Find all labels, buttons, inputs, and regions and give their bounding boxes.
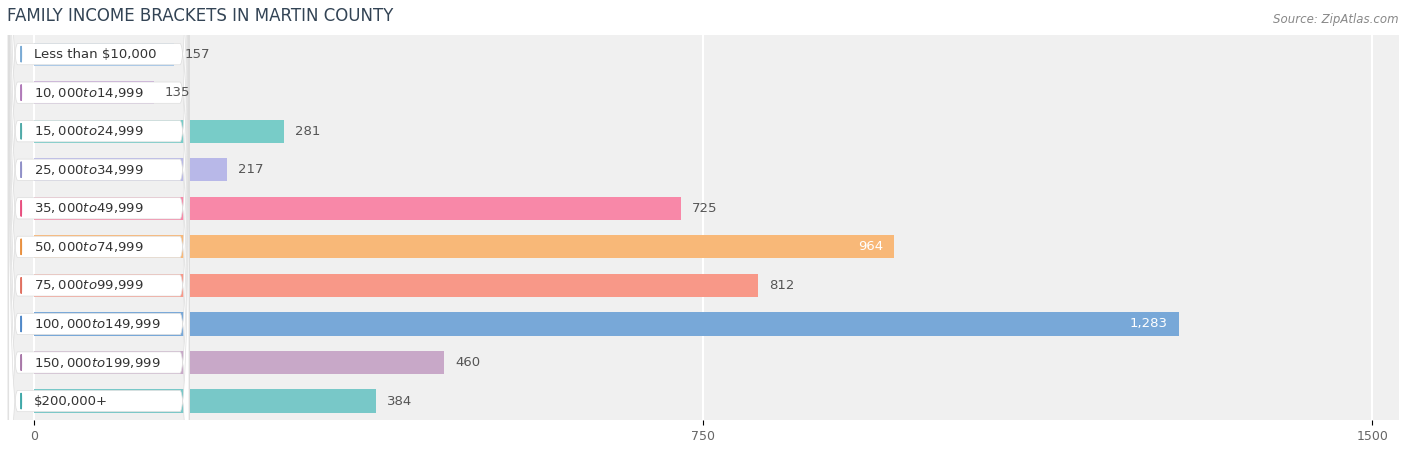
Bar	[34, 43, 174, 66]
Bar	[7, 266, 1399, 305]
Text: 460: 460	[456, 356, 479, 369]
FancyBboxPatch shape	[8, 0, 188, 450]
Text: 217: 217	[238, 163, 263, 176]
Text: 812: 812	[769, 279, 794, 292]
Bar	[7, 150, 1399, 189]
Text: $15,000 to $24,999: $15,000 to $24,999	[34, 124, 143, 138]
FancyBboxPatch shape	[8, 0, 188, 450]
Bar	[34, 351, 444, 374]
Text: $10,000 to $14,999: $10,000 to $14,999	[34, 86, 143, 99]
FancyBboxPatch shape	[8, 0, 188, 450]
Text: $35,000 to $49,999: $35,000 to $49,999	[34, 201, 143, 215]
Text: $100,000 to $149,999: $100,000 to $149,999	[34, 317, 160, 331]
Bar	[34, 120, 284, 143]
Text: 1,283: 1,283	[1130, 317, 1168, 330]
FancyBboxPatch shape	[8, 26, 188, 450]
Text: 281: 281	[295, 125, 321, 138]
Text: 135: 135	[165, 86, 190, 99]
Text: $150,000 to $199,999: $150,000 to $199,999	[34, 356, 160, 369]
FancyBboxPatch shape	[8, 0, 188, 450]
Bar	[7, 73, 1399, 112]
Text: FAMILY INCOME BRACKETS IN MARTIN COUNTY: FAMILY INCOME BRACKETS IN MARTIN COUNTY	[7, 7, 394, 25]
FancyBboxPatch shape	[8, 0, 188, 450]
Bar	[7, 112, 1399, 150]
Bar	[34, 158, 228, 181]
Bar	[7, 382, 1399, 420]
Text: $25,000 to $34,999: $25,000 to $34,999	[34, 163, 143, 177]
Bar	[34, 235, 894, 258]
Text: 157: 157	[184, 48, 209, 61]
Text: Source: ZipAtlas.com: Source: ZipAtlas.com	[1274, 14, 1399, 27]
FancyBboxPatch shape	[8, 0, 188, 450]
FancyBboxPatch shape	[8, 0, 188, 450]
Bar	[34, 81, 155, 104]
Bar	[34, 274, 758, 297]
Bar	[34, 312, 1178, 336]
FancyBboxPatch shape	[8, 0, 188, 429]
Text: $50,000 to $74,999: $50,000 to $74,999	[34, 240, 143, 254]
Bar	[7, 189, 1399, 228]
Bar	[7, 343, 1399, 382]
FancyBboxPatch shape	[8, 0, 188, 450]
Bar	[7, 35, 1399, 73]
Bar	[34, 197, 681, 220]
Text: 384: 384	[387, 395, 412, 408]
Text: 964: 964	[858, 240, 883, 253]
Bar	[34, 390, 377, 413]
Text: $200,000+: $200,000+	[34, 395, 108, 408]
Bar	[7, 228, 1399, 266]
Text: 725: 725	[692, 202, 717, 215]
Bar	[7, 305, 1399, 343]
Text: $75,000 to $99,999: $75,000 to $99,999	[34, 279, 143, 292]
Text: Less than $10,000: Less than $10,000	[34, 48, 156, 61]
